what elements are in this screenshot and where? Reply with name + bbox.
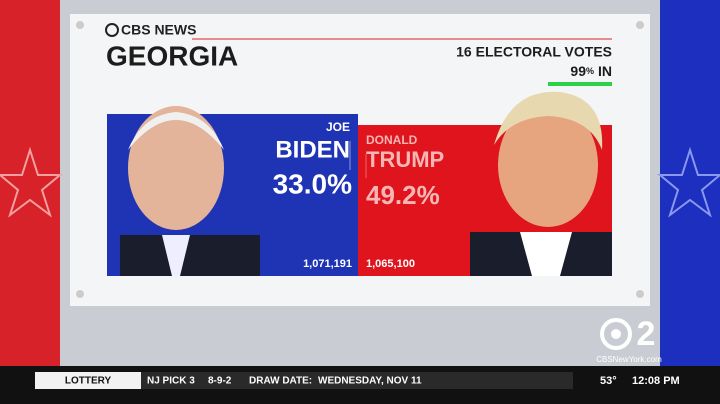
percent: 33.0% [273,168,352,199]
percent: 49.2% [366,180,440,210]
star [657,146,720,218]
network: CBS NEWS [121,22,196,38]
first-name: DONALD [366,133,418,147]
star [0,146,63,218]
segment-box [35,372,141,389]
biden-hair [128,112,224,150]
biden-face [128,106,224,230]
trump-shirt [520,232,572,276]
biden-shirt [162,235,190,276]
pin [76,290,84,298]
votes: 1,065,100 [366,258,415,270]
ticker-crawl [141,372,573,389]
electoral-votes: 16 ELECTORAL VOTES [456,44,612,60]
logo-pupil [611,329,621,339]
logo-eye [600,318,632,350]
logo-number: 2 [637,315,656,353]
temperature: 53° [600,375,617,387]
pin [636,21,644,29]
pin [76,21,84,29]
reporting-suffix: IN [598,63,612,79]
reporting-bar [548,82,612,86]
state: GEORGIA [106,40,238,71]
ticker-game: NJ PICK 3 [147,376,195,387]
reporting: 99% IN [570,63,612,79]
reporting-number: 99 [570,63,586,79]
cbs-eye [105,23,119,37]
trump-face [498,103,598,227]
ticker-date: WEDNESDAY, NOV 11 [318,376,422,387]
trump-hair [494,91,603,150]
ticker-segment: LOTTERY [65,376,112,387]
pin [636,290,644,298]
reporting-unit: % [586,66,594,76]
biden-suit [120,235,260,276]
ticker-date-label: DRAW DATE: [249,376,312,387]
ticker-numbers: 8-9-2 [208,376,232,387]
first-name: JOE [326,120,350,134]
votes: 1,071,191 [303,258,352,270]
logo-website: CBSNewYork.com [596,355,662,364]
last-name: TRUMP [366,147,444,172]
clock: 12:08 PM [632,375,680,387]
last-name: BIDEN [275,136,350,163]
